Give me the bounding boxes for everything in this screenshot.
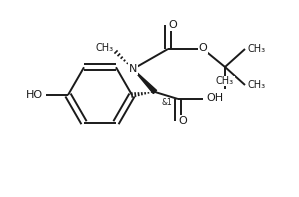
Text: O: O xyxy=(179,116,187,126)
Text: CH₃: CH₃ xyxy=(248,44,266,54)
Text: OH: OH xyxy=(206,93,223,103)
Text: &1: &1 xyxy=(161,98,172,107)
Text: O: O xyxy=(199,43,208,53)
Text: CH₃: CH₃ xyxy=(248,80,266,90)
Text: HO: HO xyxy=(26,90,43,100)
Polygon shape xyxy=(133,69,157,94)
Text: N: N xyxy=(129,64,137,74)
Text: CH₃: CH₃ xyxy=(96,43,114,53)
Text: O: O xyxy=(169,20,177,30)
Text: CH₃: CH₃ xyxy=(216,76,234,86)
